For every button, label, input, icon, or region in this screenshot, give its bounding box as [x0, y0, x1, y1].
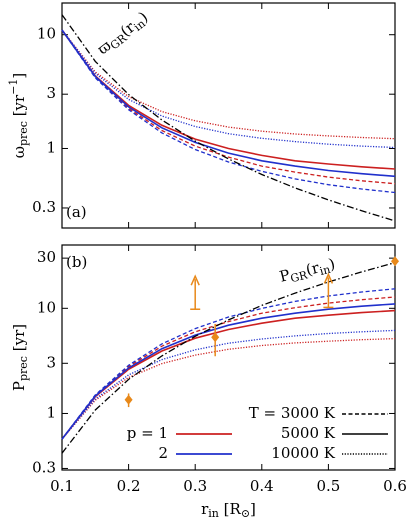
y-axis-label: ωprec [yr−1] [7, 73, 30, 159]
series-line [61, 29, 396, 185]
plot-frame [61, 2, 396, 229]
series-line [61, 288, 396, 440]
x-tick-label: 0.6 [383, 477, 406, 495]
text-part: r [201, 500, 209, 518]
x-tick-label: 0.1 [50, 477, 74, 495]
y-tick-label: 1 [46, 138, 56, 156]
y-tick-label: 3 [46, 84, 56, 102]
text-part: in [208, 507, 219, 520]
text-part: [yr] [10, 324, 28, 356]
series-line [61, 29, 396, 178]
panel-label: (b) [66, 253, 87, 271]
y-tick-label: 1 [46, 403, 56, 421]
x-axis-label: rin [R⊙] [201, 500, 256, 520]
legend-label: 2 [158, 444, 168, 462]
series-line [61, 29, 396, 170]
data-point [391, 256, 399, 267]
arrow-head [190, 274, 200, 286]
series-line [61, 29, 396, 140]
y-tick-label: 0.3 [32, 458, 56, 476]
text-part: ) [327, 255, 337, 274]
curve-annotation: ϖGR(rin) [94, 8, 153, 60]
x-tick-label: 0.4 [250, 477, 274, 495]
text-part: ] [10, 73, 28, 79]
text-part: P [278, 266, 292, 286]
series-line [61, 29, 396, 194]
text-part: [yr [10, 94, 28, 121]
text-part: GR [289, 268, 309, 285]
text-part: ] [250, 500, 256, 518]
series-line [61, 337, 396, 440]
series-line [61, 14, 396, 222]
y-axis-label: Pprec [yr] [10, 324, 30, 391]
text-part: [R [219, 500, 242, 518]
text-part: prec [17, 356, 30, 381]
y-tick-label: 3 [46, 353, 56, 371]
text-part: P [10, 381, 28, 391]
text-part: ω [10, 146, 28, 158]
text-part: −1 [7, 79, 20, 95]
y-tick-label: 10 [37, 298, 56, 316]
series-line [61, 329, 396, 440]
y-tick-label: 30 [37, 248, 56, 266]
text-part: prec [17, 121, 30, 146]
text-part: ⊙ [241, 507, 250, 520]
arrow-head [323, 272, 334, 284]
data-point [211, 332, 220, 343]
x-tick-label: 0.3 [183, 477, 207, 495]
series-line [61, 29, 396, 149]
data-point [124, 394, 133, 405]
x-tick-label: 0.5 [316, 477, 340, 495]
series-line [61, 303, 396, 440]
x-tick-label: 0.2 [117, 477, 141, 495]
legend-label: 10000 K [271, 444, 335, 462]
legend-label: T = 3000 K [249, 404, 336, 422]
plot-frame [61, 244, 396, 471]
text-part: (r [304, 258, 322, 279]
legend-label: p = 1 [127, 424, 168, 442]
legend-label: 5000 K [281, 424, 336, 442]
series-line [61, 296, 396, 440]
curve-annotation: PGR(rin) [278, 255, 338, 288]
series-line [61, 261, 396, 454]
y-tick-label: 0.3 [32, 198, 56, 216]
series-line [61, 309, 396, 440]
y-tick-label: 10 [37, 25, 56, 43]
panel-label: (a) [66, 203, 87, 221]
